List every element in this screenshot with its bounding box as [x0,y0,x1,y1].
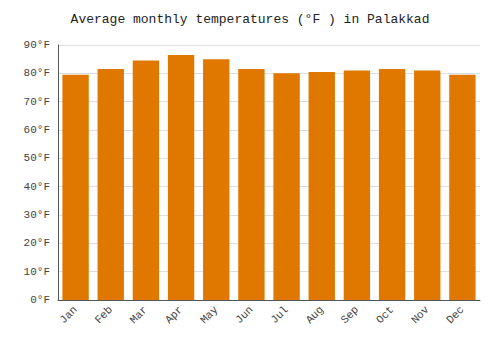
svg-text:0°F: 0°F [30,294,50,306]
svg-text:Nov: Nov [409,303,432,326]
svg-text:Average monthly temperatures (: Average monthly temperatures (°F ) in Pa… [71,12,430,27]
svg-text:50°F: 50°F [24,152,50,164]
svg-text:Dec: Dec [444,304,466,326]
svg-text:Sep: Sep [339,304,361,326]
svg-text:30°F: 30°F [24,209,50,221]
svg-text:Jan: Jan [57,304,79,326]
svg-text:60°F: 60°F [24,124,50,136]
svg-text:May: May [198,303,221,326]
svg-text:Apr: Apr [163,304,185,326]
svg-text:40°F: 40°F [24,181,50,193]
svg-text:Jul: Jul [268,304,290,326]
svg-text:80°F: 80°F [24,67,50,79]
svg-text:90°F: 90°F [24,39,50,51]
svg-text:10°F: 10°F [24,266,50,278]
svg-text:Aug: Aug [304,304,326,326]
svg-text:Jun: Jun [233,304,255,326]
svg-text:Mar: Mar [128,304,150,326]
svg-text:Oct: Oct [374,304,396,326]
svg-text:70°F: 70°F [24,96,50,108]
svg-text:Feb: Feb [93,304,115,326]
svg-text:20°F: 20°F [24,237,50,249]
